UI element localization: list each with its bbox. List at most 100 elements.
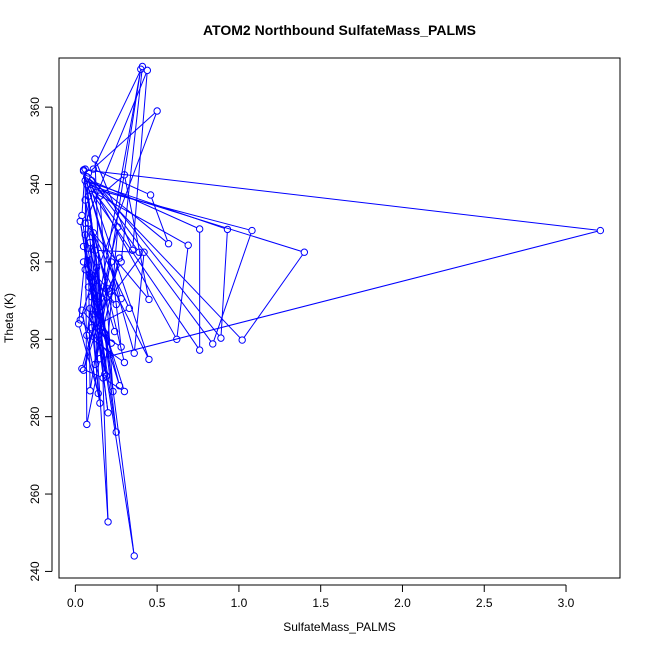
series-segment [92,191,186,245]
data-point [94,389,102,398]
data-point [84,192,93,200]
series-segment [102,176,123,195]
series-segment [93,190,138,250]
series-segment [105,379,122,391]
data-point [117,258,125,266]
x-tick-label: 0.0 [67,596,84,610]
data-point [88,323,96,332]
plot-frame [58,57,621,579]
data-point [94,298,102,307]
series-segment [89,336,122,361]
x-tick-label: 1.0 [231,596,248,610]
data-point [217,334,225,342]
series-segment [90,311,107,373]
series-segment [85,237,115,329]
series-segment [83,174,134,351]
data-point [238,336,246,344]
data-point [115,382,124,390]
data-point [86,238,94,247]
y-tick-label: 360 [28,97,42,117]
data-point [78,306,86,314]
series-segment [86,225,148,298]
x-tick-label: 1.5 [312,596,329,610]
series-segment [93,183,212,342]
data-point [140,248,148,256]
series-segment [86,169,598,231]
series-layer [74,62,605,560]
data-point [78,364,86,373]
series-segment [243,254,303,338]
series-segment [94,188,249,231]
series-segment [96,169,148,195]
data-point [83,180,91,189]
data-point [83,420,91,429]
series-segment [89,311,101,400]
data-point [96,399,104,407]
data-point [76,217,84,225]
series-segment [103,230,598,359]
series-segment [220,232,228,335]
data-point [88,184,96,193]
x-axis-label: SulfateMass_PALMS [283,620,396,634]
data-point [130,552,138,560]
series-segment [121,69,143,259]
data-point [83,331,91,340]
series-segment [89,178,167,242]
series-segment [134,255,145,350]
data-point [83,173,91,181]
data-point [115,254,124,262]
chart-title: ATOM2 Northbound SulfateMass_PALMS [203,22,476,38]
data-point [81,231,89,239]
series-segment [85,272,102,321]
data-point [145,355,153,364]
y-axis-label: Theta (K) [2,293,16,343]
series-segment [96,315,135,553]
data-point [102,372,111,380]
data-point [79,366,88,374]
data-point [79,258,88,266]
data-point [104,409,112,417]
data-point [79,242,88,251]
y-tick-label: 340 [28,174,42,194]
x-tick-label: 2.5 [476,596,493,610]
y-tick-label: 300 [28,329,42,349]
data-point [84,169,93,177]
data-point [88,176,96,185]
series-segment [88,179,176,337]
x-tick-label: 2.0 [394,596,411,610]
data-point [120,171,129,179]
data-point [153,107,161,115]
data-point [223,225,232,234]
series-points [74,62,605,560]
data-point [104,285,112,293]
data-point [164,240,173,248]
series-segment [176,248,189,336]
data-point [96,192,104,200]
series-segment [151,197,168,241]
data-point [195,346,204,354]
data-point [120,358,129,367]
series-segment [90,112,155,172]
data-point [79,167,88,175]
series-segment [132,73,148,247]
data-point [146,191,155,199]
series-segment [94,69,142,167]
data-point [84,250,93,258]
data-point [84,219,93,227]
series-segment [83,249,105,331]
series-segment [93,236,125,360]
data-point [112,428,120,436]
data-point [91,360,99,369]
y-tick-label: 240 [28,561,42,581]
data-point [248,226,256,235]
data-point [145,295,153,304]
series-segments [78,69,598,553]
data-point [135,248,143,256]
data-point [81,219,89,227]
series-segment [86,270,97,333]
series-segment [92,299,119,383]
data-point [109,387,117,396]
data-point [120,387,129,396]
data-point [143,66,152,75]
